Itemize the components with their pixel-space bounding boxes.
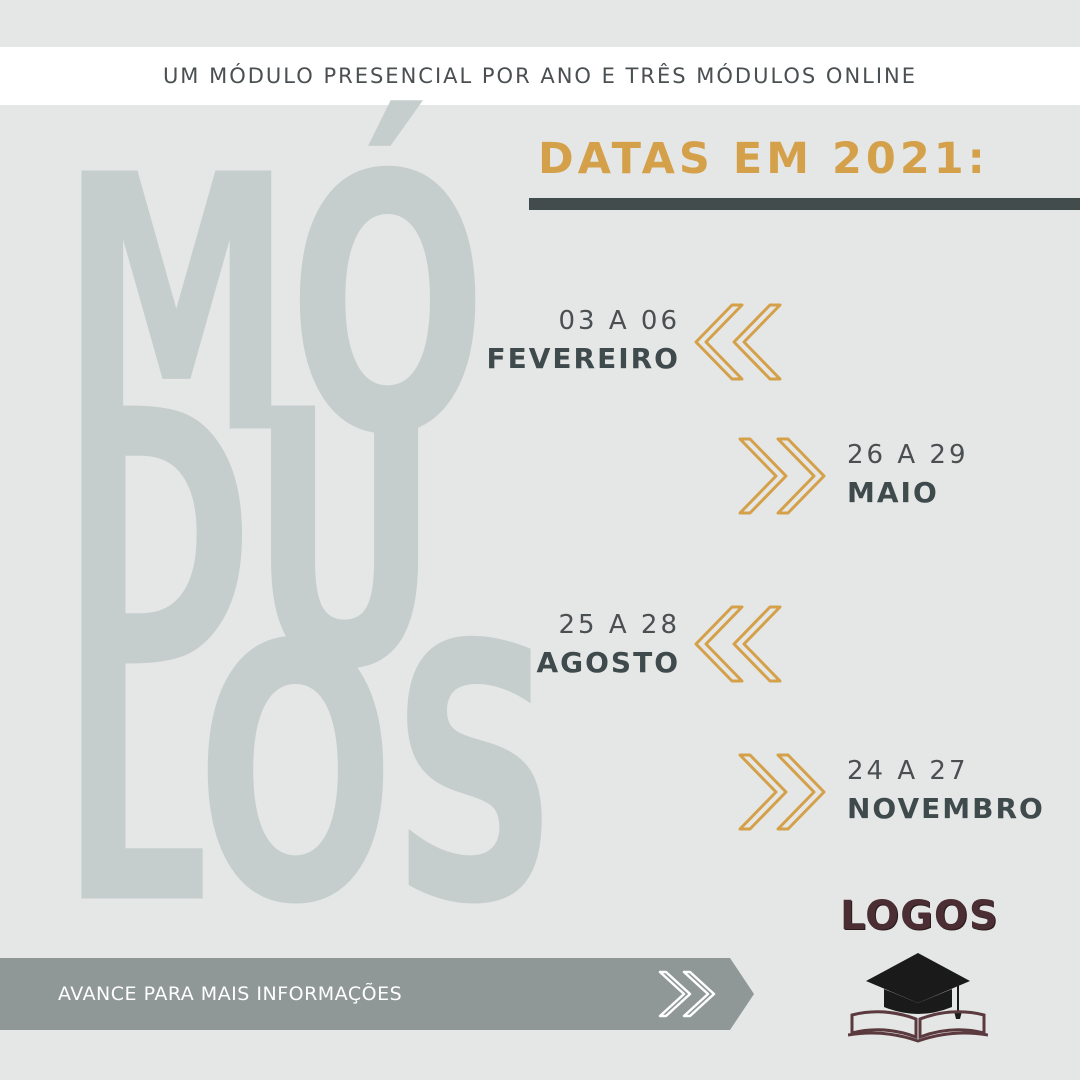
date-item-fevereiro: 03 A 06 FEVEREIRO [486, 306, 680, 375]
date-item-agosto: 25 A 28 AGOSTO [536, 610, 680, 679]
big-word-line-2: DU [60, 335, 440, 748]
logo-text: LOGOS [840, 893, 999, 939]
double-chevron-left-icon [694, 605, 782, 683]
page-title: DATAS EM 2021: [538, 134, 989, 184]
graduation-cap-book-icon [848, 953, 988, 1043]
date-range: 03 A 06 [558, 306, 680, 336]
date-item-novembro: 24 A 27 NOVEMBRO [847, 756, 1045, 825]
top-banner: UM MÓDULO PRESENCIAL POR ANO E TRÊS MÓDU… [0, 47, 1080, 105]
date-item-maio: 26 A 29 MAIO [847, 440, 968, 509]
double-chevron-right-icon [738, 437, 826, 515]
date-range: 24 A 27 [847, 756, 969, 786]
date-month: MAIO [847, 476, 939, 509]
big-word-line-1: MÓ [60, 100, 487, 513]
date-month: AGOSTO [536, 646, 680, 679]
double-chevron-right-icon [658, 970, 716, 1018]
advance-text: AVANCE PARA MAIS INFORMAÇÕES [58, 983, 403, 1005]
date-range: 26 A 29 [847, 440, 969, 470]
date-month: NOVEMBRO [847, 792, 1045, 825]
title-underline [529, 198, 1080, 210]
date-range: 25 A 28 [558, 610, 680, 640]
big-word-line-3: LOS [60, 570, 559, 983]
double-chevron-right-icon [738, 753, 826, 831]
double-chevron-left-icon [694, 303, 782, 381]
advance-banner[interactable] [0, 958, 754, 1030]
banner-text: UM MÓDULO PRESENCIAL POR ANO E TRÊS MÓDU… [162, 64, 918, 88]
date-month: FEVEREIRO [486, 342, 680, 375]
